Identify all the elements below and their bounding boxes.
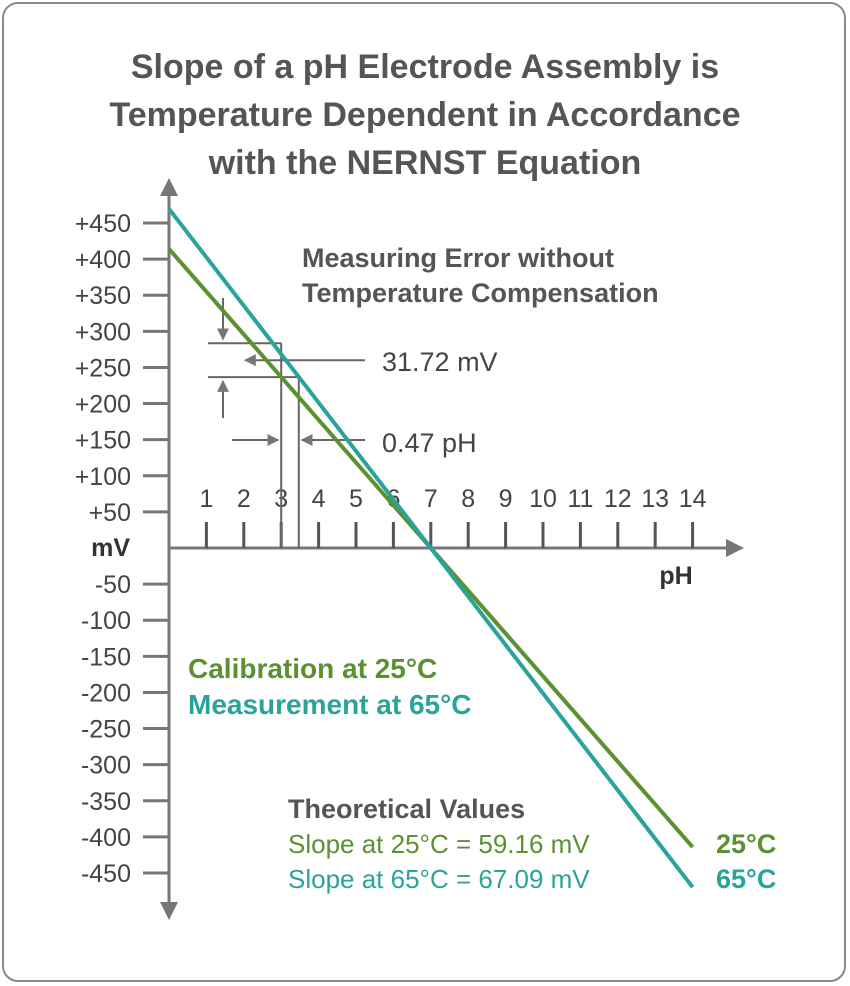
y-tick-label: +50 (89, 499, 131, 527)
y-tick-label: +200 (75, 391, 131, 419)
y-tick-label: -450 (81, 860, 131, 888)
legend-measurement: Measurement at 65°C (188, 689, 472, 720)
end-label-25: 25°C (716, 829, 776, 859)
y-tick-label: +250 (75, 354, 131, 382)
y-axis-label: mV (91, 534, 130, 562)
chart-title-line-1: Slope of a pH Electrode Assembly is (131, 48, 719, 86)
x-tick-label: 10 (529, 485, 557, 513)
x-tick-label: 7 (424, 485, 438, 513)
y-axis-arrow-up (160, 178, 178, 196)
y-tick-label: +400 (75, 246, 131, 274)
error-title-line-2: Temperature Compensation (302, 278, 659, 308)
x-axis-label: pH (659, 562, 692, 590)
y-tick-label: -300 (81, 752, 131, 780)
x-tick-label: 11 (567, 485, 593, 513)
y-tick-label: -400 (81, 824, 131, 852)
y-tick-label: -50 (95, 571, 131, 599)
y-tick-label: -100 (81, 607, 131, 635)
error-title-line-1: Measuring Error without (302, 243, 614, 273)
y-tick-label: -350 (81, 788, 131, 816)
y-tick-label: +350 (75, 282, 131, 310)
x-tick-label: 12 (604, 485, 632, 513)
y-axis-arrow-down (160, 902, 178, 920)
y-tick-label: +150 (75, 427, 131, 455)
x-tick-label: 14 (679, 485, 707, 513)
error-guides (208, 298, 365, 548)
y-tick-label: -250 (81, 716, 131, 744)
x-axis-arrow (726, 539, 744, 557)
end-label-65: 65°C (716, 864, 776, 894)
y-tick-label: +450 (75, 210, 131, 238)
chart-title-line-3: with the NERNST Equation (208, 144, 642, 182)
x-tick-label: 13 (641, 485, 669, 513)
x-tick-label: 4 (312, 485, 326, 513)
x-tick-label: 9 (499, 485, 513, 513)
x-tick-label: 8 (461, 485, 475, 513)
y-tick-label: +100 (75, 463, 131, 491)
legend-calibration: Calibration at 25°C (188, 653, 437, 684)
theoretical-slope-65: Slope at 65°C = 67.09 mV (288, 864, 590, 894)
x-tick-label: 5 (349, 485, 363, 513)
y-tick-label: -150 (81, 643, 131, 671)
x-tick-label: 1 (199, 485, 213, 513)
mv-error-label: 31.72 mV (382, 347, 498, 377)
y-tick-label: -200 (81, 679, 131, 707)
x-tick-label: 2 (237, 485, 251, 513)
chart-title-line-2: Temperature Dependent in Accordance (109, 96, 740, 134)
theoretical-slope-25: Slope at 25°C = 59.16 mV (288, 829, 590, 859)
theoretical-heading: Theoretical Values (288, 794, 525, 824)
series-line-measurement (167, 207, 695, 889)
y-tick-label: +300 (75, 318, 131, 346)
ph-error-label: 0.47 pH (382, 428, 477, 458)
